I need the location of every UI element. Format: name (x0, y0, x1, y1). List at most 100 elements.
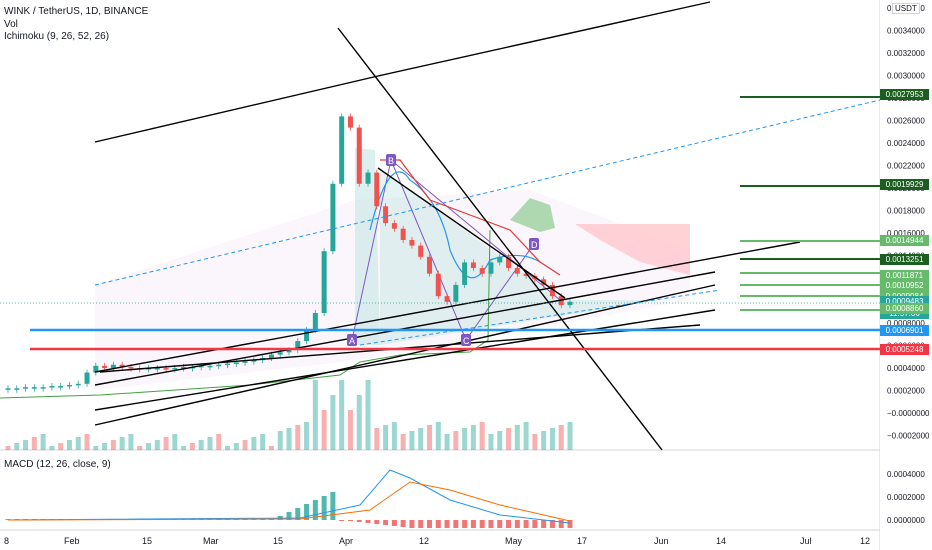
volume-bar (154, 440, 160, 450)
candlesticks (5, 113, 573, 393)
volume-bars (5, 380, 573, 450)
macd-histogram-bar (347, 520, 353, 521)
volume-bar (523, 422, 529, 450)
price-level-tag: 0.0014944 (880, 235, 929, 247)
candle-body (58, 386, 64, 388)
candle-body (75, 383, 81, 386)
macd-histogram-bar (567, 520, 573, 528)
candle-body (400, 228, 406, 240)
price-tick-label: 0.0004000 (887, 364, 925, 373)
price-tick-label: −0.0002000 (887, 432, 930, 441)
macd-histogram-bar (418, 520, 424, 528)
volume-bar (233, 443, 239, 450)
kijun-line (380, 159, 561, 276)
candle-body (172, 368, 178, 370)
time-tick-label: Jul (800, 536, 812, 546)
candle-body (391, 223, 397, 229)
volume-bar (514, 425, 520, 450)
dashed-channel (94, 99, 881, 286)
candle-body (119, 364, 125, 367)
volume-bar (40, 434, 46, 450)
macd-histogram-bar (321, 496, 327, 520)
candle-body (321, 251, 327, 314)
candle-body (23, 387, 29, 389)
volume-bar (462, 428, 468, 450)
volume-bar (356, 395, 362, 450)
macd-histogram-bar (400, 520, 406, 527)
candle-body (268, 354, 274, 358)
volume-bar (146, 443, 151, 450)
candle-body (163, 368, 169, 370)
time-tick-label: Mar (203, 536, 219, 546)
time-tick-label: 15 (142, 536, 152, 546)
volume-bar (102, 443, 108, 450)
macd-histogram-bar (444, 520, 450, 528)
candle-body (567, 301, 573, 306)
volume-bar (470, 425, 476, 450)
trend-line (377, 167, 566, 299)
volume-bar (277, 431, 283, 450)
candle-body (549, 284, 555, 297)
volume-bar (75, 437, 81, 450)
pattern-marker-bg (386, 154, 396, 166)
candle-body (242, 361, 248, 363)
volume-bar (444, 434, 450, 450)
volume-bar (119, 437, 125, 450)
candle-body (5, 388, 11, 390)
candle-body (523, 273, 529, 276)
macd-histogram-bar (295, 508, 301, 520)
currency-badge[interactable]: USDT (892, 3, 920, 14)
macd-histogram-bar (488, 520, 494, 528)
macd-pane (5, 469, 573, 528)
candle-body (339, 116, 345, 184)
price-level-tag: 0.0009483 (880, 296, 929, 308)
volume-bar (418, 428, 424, 450)
macd-histogram-bar (374, 520, 380, 524)
volume-bar (400, 434, 406, 450)
trend-line (94, 75, 379, 143)
macd-histogram-bar (304, 504, 310, 520)
candle-body (181, 366, 187, 369)
price-tick-label: 0.0022000 (887, 162, 925, 171)
pattern-marker-label: C (463, 336, 470, 346)
dashed-channel-2 (359, 289, 721, 346)
macd-tick-label: 0.0002000 (887, 493, 925, 502)
trend-line (337, 27, 663, 451)
volume-bar (453, 431, 459, 450)
volume-bar (260, 434, 266, 450)
trend-line (94, 309, 716, 411)
price-tick-label: 0.0032000 (887, 49, 925, 58)
price-level-tag: 0.0006901 (880, 325, 929, 337)
price-level-tag: 0.0019929 (880, 179, 929, 191)
candle-body (435, 273, 441, 297)
volume-bar (128, 434, 134, 450)
pattern-marker-label: B (388, 156, 394, 166)
candle-body (488, 262, 494, 274)
volume-bar (365, 380, 371, 450)
ichimoku-legend: Ichimoku (9, 26, 52, 26) (4, 31, 110, 42)
volume-bar (435, 422, 441, 450)
volume-bar (479, 422, 485, 450)
macd-histogram-bar (541, 520, 547, 528)
candle-body (409, 239, 415, 246)
volume-bar (14, 443, 20, 450)
macd-histogram-bar (356, 520, 362, 522)
time-tick-label: 8 (4, 536, 9, 546)
time-axis[interactable]: 8 Feb 15 Mar 15 Apr 12 May 17 Jun 14 Jul 12 (4, 536, 870, 546)
kumo-green (510, 198, 555, 232)
volume-bar (110, 440, 116, 450)
price-tick-label: 0.0026000 (887, 117, 925, 126)
candle-body (93, 365, 99, 373)
pattern-marker-label: A (349, 336, 355, 346)
volume-bar (567, 422, 573, 450)
volume-bar (427, 425, 432, 450)
price-level-tag: 0.0009984 (880, 290, 929, 302)
candle-body (330, 183, 336, 252)
macd-legend: MACD (12, 26, close, 9) (4, 459, 111, 470)
macd-histogram-bar (286, 512, 292, 520)
candle-body (383, 206, 389, 224)
candle-body (14, 388, 20, 390)
volume-bar (251, 437, 257, 450)
candle-body (427, 256, 432, 274)
